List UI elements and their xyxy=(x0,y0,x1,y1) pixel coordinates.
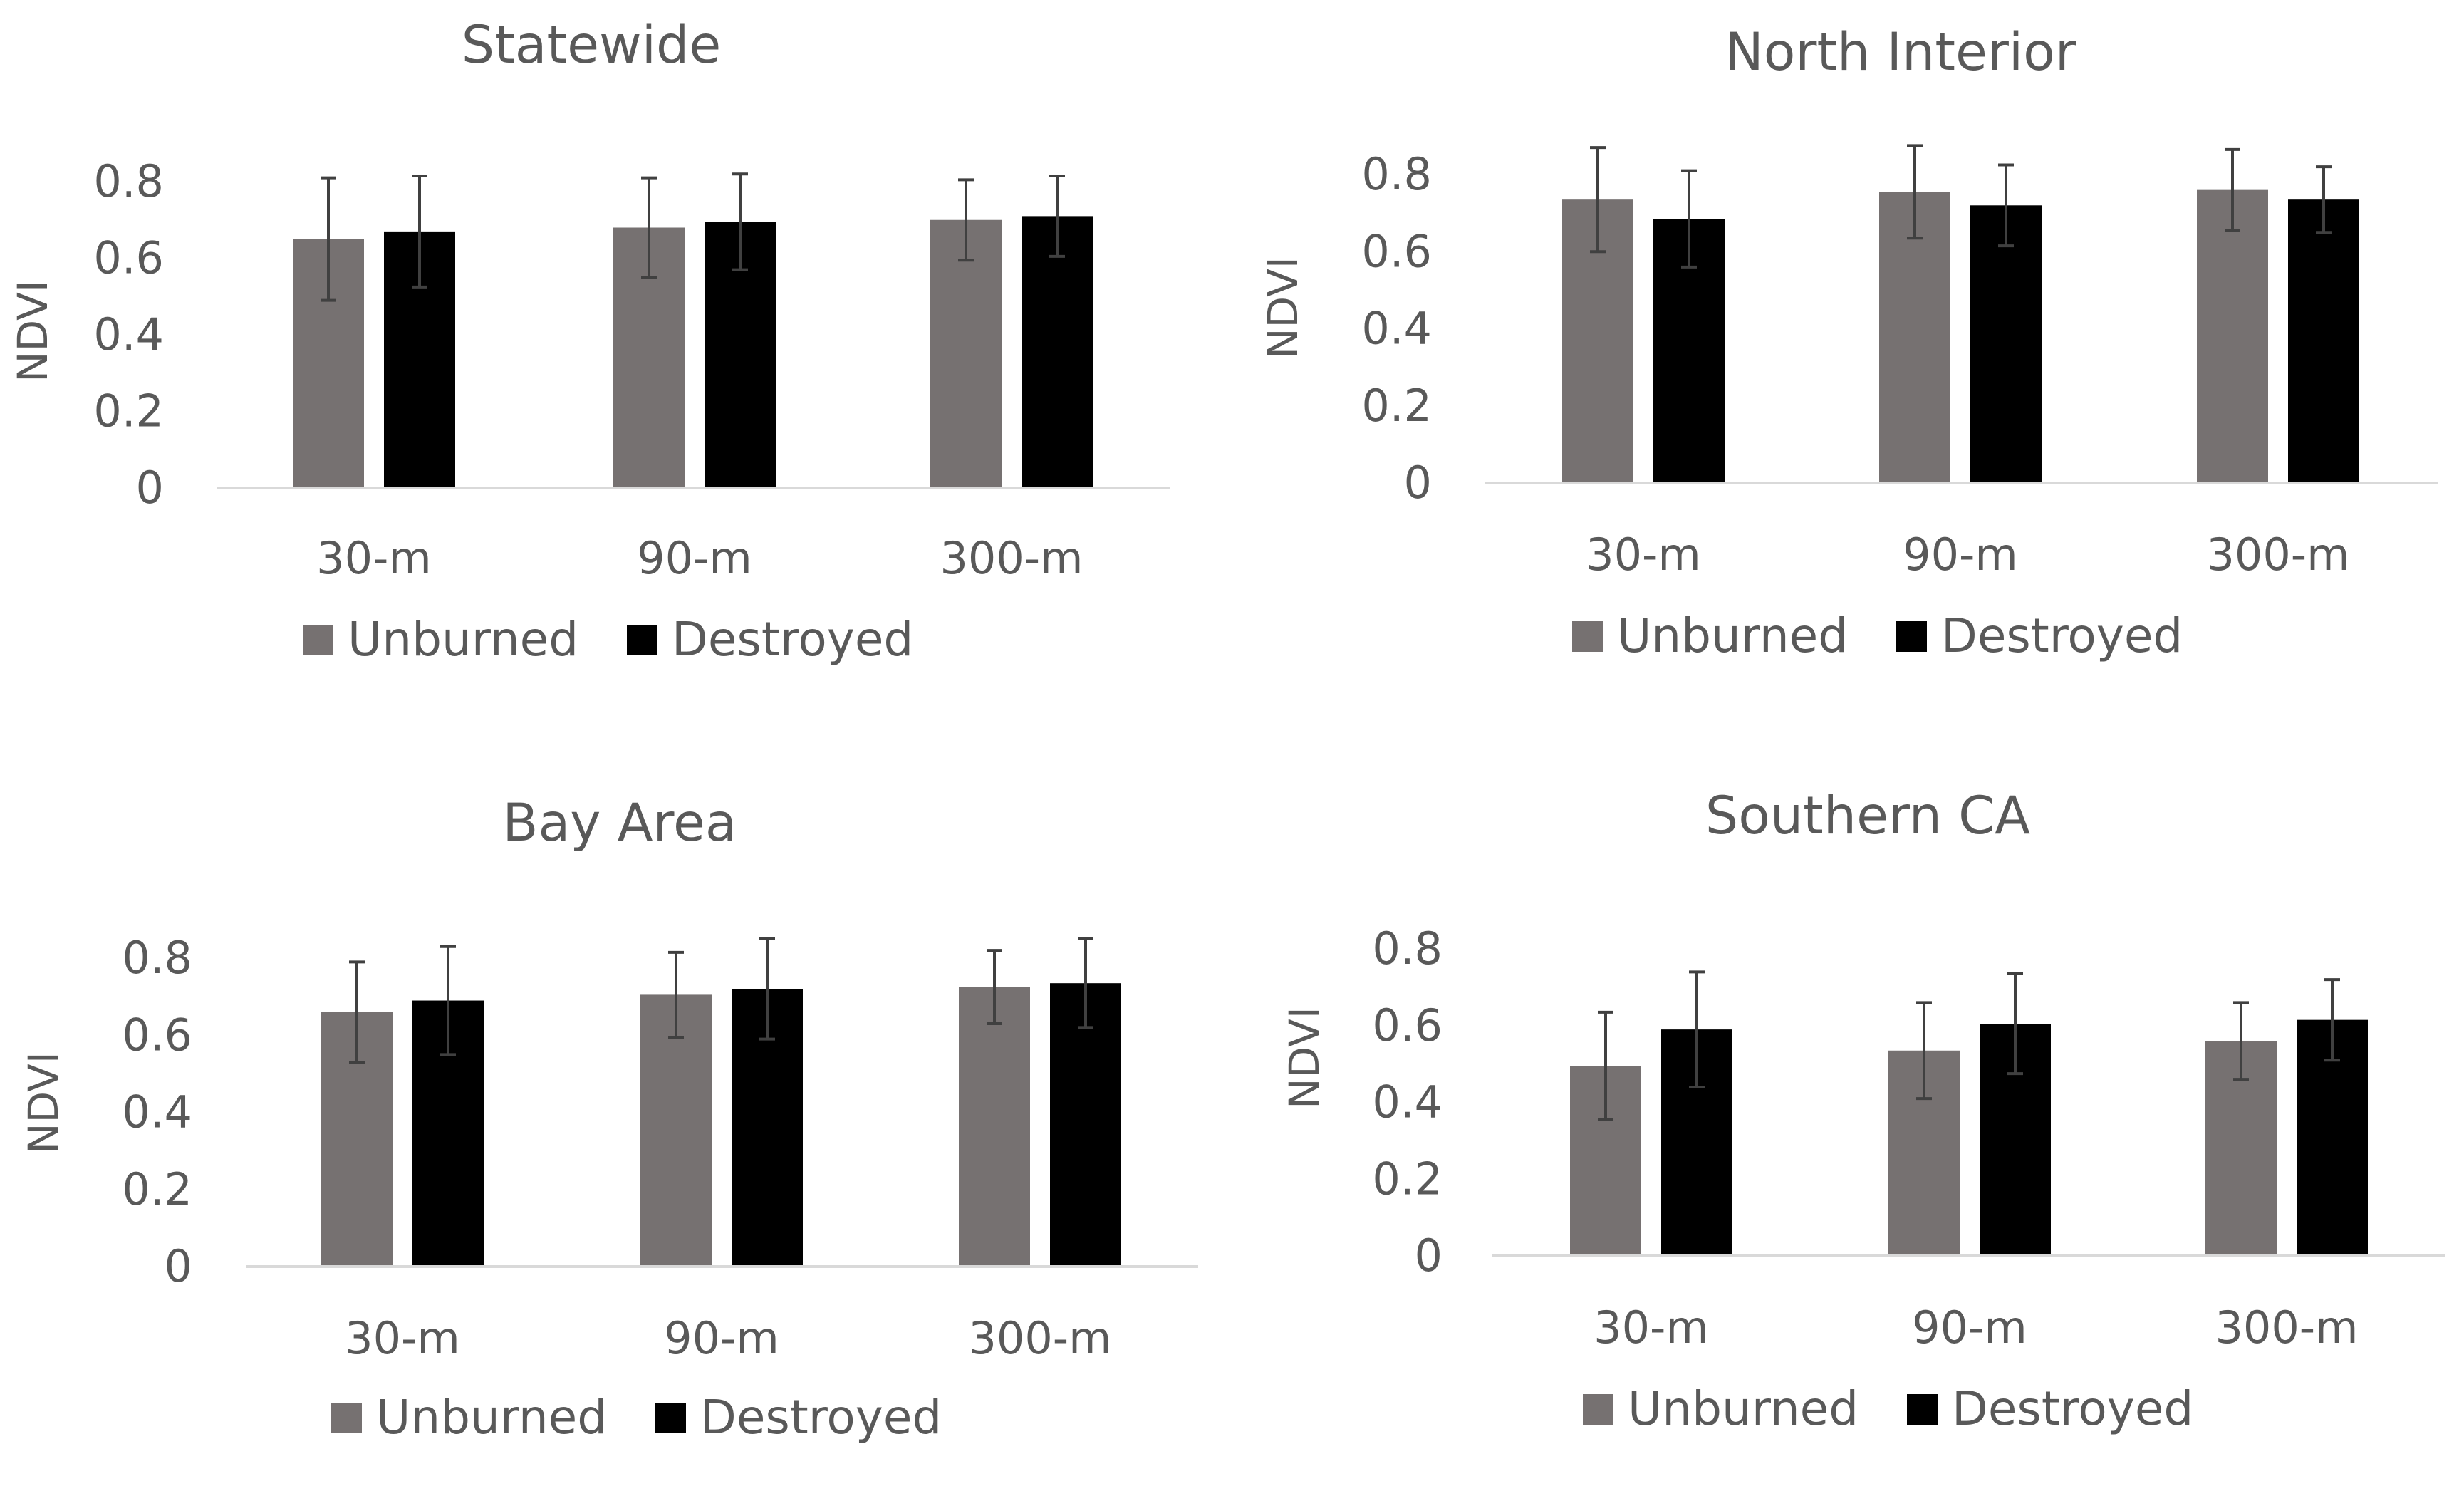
error-bar xyxy=(2324,978,2340,1062)
error-bar xyxy=(732,172,748,271)
legend-label-unburned: Unburned xyxy=(1628,1381,1859,1436)
y-axis-label: NDVI xyxy=(1280,1007,1329,1109)
y-tick-label: 0 xyxy=(1404,457,1432,509)
bar-destroyed-300-m xyxy=(1022,216,1093,488)
y-tick-label: 0.8 xyxy=(1361,148,1432,200)
y-tick-label: 0.8 xyxy=(122,932,192,984)
legend: Unburned Destroyed xyxy=(303,612,913,667)
bar-destroyed-300-m xyxy=(2288,199,2359,483)
legend-swatch-destroyed xyxy=(627,625,657,655)
y-axis-label: NDVI xyxy=(19,1051,68,1154)
bar-unburned-300-m xyxy=(2197,189,2268,483)
chart-title: North Interior xyxy=(1725,22,2077,83)
legend-swatch-destroyed xyxy=(1896,621,1927,652)
legend: Unburned Destroyed xyxy=(1583,1381,2193,1436)
error-bar xyxy=(412,174,427,289)
legend-label-destroyed: Destroyed xyxy=(700,1390,942,1445)
legend-label-unburned: Unburned xyxy=(348,612,578,667)
error-bar xyxy=(1049,174,1065,258)
x-tick-label: 30-m xyxy=(316,532,432,584)
x-tick-label: 90-m xyxy=(1912,1301,2027,1353)
legend-label-unburned: Unburned xyxy=(1617,608,1848,663)
bar-destroyed-300-m xyxy=(1050,983,1121,1267)
error-bar xyxy=(1598,1010,1613,1121)
x-tick-label: 300-m xyxy=(968,1312,1111,1364)
y-tick-label: 0 xyxy=(1415,1230,1442,1282)
error-bar xyxy=(2316,165,2332,234)
y-tick-label: 0.4 xyxy=(1372,1076,1442,1128)
chart-panel-4: Southern CA NDVI 0 0.2 0.4 0.6 0.8 30-m 90-m 300-… xyxy=(1280,786,2445,1436)
error-bar xyxy=(1689,970,1705,1088)
y-axis-label: NDVI xyxy=(1259,256,1307,359)
legend-label-destroyed: Destroyed xyxy=(672,612,913,667)
chart-title: Southern CA xyxy=(1705,786,2030,846)
x-tick-label: 300-m xyxy=(2215,1301,2358,1353)
y-tick-label: 0.4 xyxy=(1361,303,1432,355)
error-bar xyxy=(759,937,775,1041)
x-tick-label: 30-m xyxy=(345,1312,460,1364)
y-tick-label: 0.6 xyxy=(1361,225,1432,277)
chart-title: Bay Area xyxy=(502,793,737,853)
legend-swatch-destroyed xyxy=(1907,1394,1938,1425)
error-bar xyxy=(2007,972,2023,1076)
bar-unburned-300-m xyxy=(930,219,1002,488)
x-tick-label: 300-m xyxy=(940,532,1083,584)
y-tick-label: 0 xyxy=(165,1240,192,1292)
y-tick-label: 0.2 xyxy=(122,1163,192,1215)
error-bar xyxy=(1681,169,1697,269)
legend-label-destroyed: Destroyed xyxy=(1941,608,2183,663)
y-tick-label: 0.6 xyxy=(93,232,164,284)
y-tick-label: 0.8 xyxy=(1372,923,1442,975)
x-tick-label: 30-m xyxy=(1586,529,1701,581)
y-tick-label: 0.8 xyxy=(93,155,164,207)
y-tick-label: 0.2 xyxy=(1372,1153,1442,1205)
chart-panel-3: Bay Area NDVI 0 0.2 0.4 0.6 0.8 30-m 90-m 300-m Un… xyxy=(19,793,1198,1445)
chart-title: Statewide xyxy=(462,15,721,76)
y-tick-label: 0.4 xyxy=(122,1086,192,1138)
legend-swatch-unburned xyxy=(303,625,333,655)
legend-swatch-unburned xyxy=(1572,621,1603,652)
bar-unburned-300-m xyxy=(959,987,1030,1267)
error-bar xyxy=(321,176,336,302)
y-tick-label: 0.2 xyxy=(1361,380,1432,432)
error-bar xyxy=(668,950,684,1039)
legend-swatch-unburned xyxy=(1583,1394,1613,1425)
error-bar xyxy=(641,176,657,279)
chart-panel-1: Statewide NDVI 0 0.2 0.4 0.6 0.8 30-m 90-m 300-m U… xyxy=(9,15,1170,667)
legend-swatch-destroyed xyxy=(655,1403,686,1433)
x-tick-label: 90-m xyxy=(1903,529,2018,581)
y-tick-label: 0.6 xyxy=(122,1009,192,1061)
error-bar xyxy=(349,960,365,1064)
error-bar xyxy=(1998,163,2014,248)
error-bar xyxy=(2233,1001,2249,1081)
error-bar xyxy=(1907,144,1923,240)
x-tick-label: 90-m xyxy=(637,532,752,584)
y-tick-label: 0.2 xyxy=(93,385,164,437)
x-tick-label: 90-m xyxy=(664,1312,779,1364)
y-tick-label: 0 xyxy=(136,462,164,514)
bar-destroyed-90-m xyxy=(1970,205,2042,483)
error-bar xyxy=(2225,147,2240,232)
error-bar xyxy=(958,178,974,262)
chart-panel-2: North Interior NDVI 0 0.2 0.4 0.6 0.8 30-m 90-m 3… xyxy=(1259,22,2438,663)
y-tick-label: 0.6 xyxy=(1372,999,1442,1051)
legend: Unburned Destroyed xyxy=(1572,608,2183,663)
x-tick-label: 300-m xyxy=(2206,529,2349,581)
legend: Unburned Destroyed xyxy=(331,1390,942,1445)
error-bar xyxy=(1916,1001,1932,1101)
y-tick-label: 0.4 xyxy=(93,308,164,360)
error-bar xyxy=(1590,146,1606,254)
bar-unburned-90-m xyxy=(1879,192,1950,483)
legend-swatch-unburned xyxy=(331,1403,362,1433)
legend-label-unburned: Unburned xyxy=(376,1390,607,1445)
error-bar xyxy=(1078,937,1093,1029)
legend-label-destroyed: Destroyed xyxy=(1952,1381,2193,1436)
error-bar xyxy=(987,949,1002,1026)
error-bar xyxy=(440,945,456,1056)
x-tick-label: 30-m xyxy=(1594,1301,1709,1353)
bar-unburned-90-m xyxy=(640,994,712,1267)
y-axis-label: NDVI xyxy=(9,280,57,383)
